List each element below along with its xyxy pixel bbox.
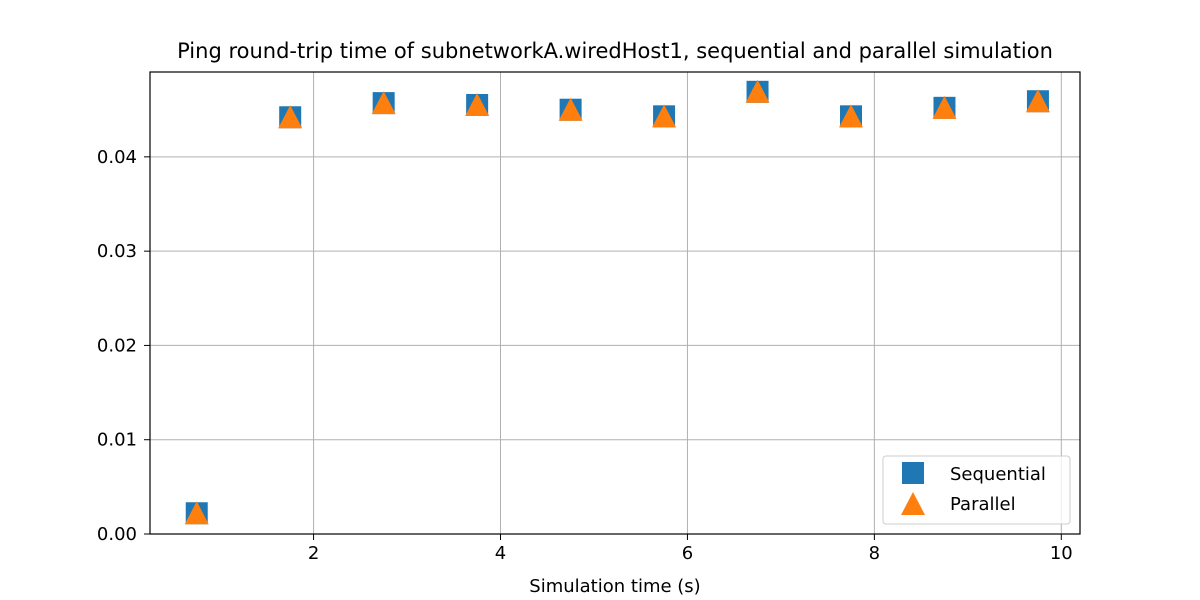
data-point-parallel — [465, 93, 490, 116]
x-tick-label: 8 — [869, 543, 880, 564]
x-tick-label: 4 — [495, 543, 506, 564]
data-point-parallel — [1025, 89, 1050, 113]
x-tick-label: 10 — [1050, 543, 1073, 564]
data-points — [184, 79, 1050, 525]
y-tick-label: 0.02 — [97, 335, 137, 356]
legend: Sequential Parallel — [882, 455, 1071, 525]
data-point-parallel — [558, 97, 583, 121]
data-point-parallel — [278, 105, 303, 129]
legend-label-parallel: Parallel — [950, 494, 1016, 515]
data-point-parallel — [745, 79, 770, 103]
y-tick-label: 0.01 — [97, 430, 137, 451]
x-axis-label: Simulation time (s) — [529, 576, 700, 597]
data-point-parallel — [932, 95, 957, 119]
data-point-parallel — [652, 104, 677, 128]
plot-frame — [149, 71, 1081, 535]
chart-title: Ping round-trip time of subnetworkA.wire… — [177, 39, 1053, 63]
series-parallel — [184, 79, 1050, 525]
legend-box — [882, 455, 1071, 525]
legend-label-sequential: Sequential — [950, 464, 1046, 485]
legend-marker-sequential — [902, 462, 924, 484]
data-point-parallel — [839, 104, 864, 128]
y-tick-label: 0.00 — [97, 524, 137, 545]
data-point-parallel — [371, 91, 396, 115]
x-tick-label: 2 — [308, 543, 319, 564]
x-tick-label: 6 — [682, 543, 693, 564]
data-point-parallel — [184, 501, 209, 525]
legend-marker-parallel — [901, 492, 925, 515]
y-tick-label: 0.03 — [97, 241, 137, 262]
axis-ticks: 2 4 6 8 10 0.00 0.01 0.02 0.03 0.04 — [97, 147, 1073, 564]
y-tick-label: 0.04 — [97, 147, 137, 168]
